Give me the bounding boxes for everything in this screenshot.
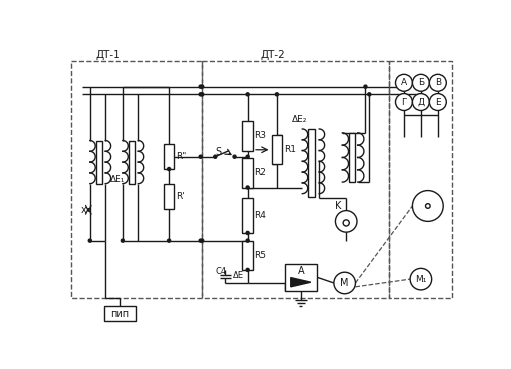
Bar: [129, 141, 135, 184]
Bar: [96, 141, 102, 184]
Bar: [72, 61, 202, 299]
Bar: [164, 144, 174, 169]
Circle shape: [168, 168, 171, 170]
Text: R4: R4: [254, 211, 266, 220]
Text: В: В: [435, 78, 441, 87]
Text: ΔE: ΔE: [233, 271, 244, 280]
Text: ДТ-2: ДТ-2: [261, 50, 286, 60]
Bar: [271, 135, 282, 165]
Circle shape: [201, 239, 204, 242]
Circle shape: [214, 155, 217, 158]
Bar: [202, 61, 388, 299]
Text: R5: R5: [254, 251, 267, 260]
Circle shape: [201, 85, 204, 88]
Text: Е: Е: [435, 97, 440, 107]
Text: Г: Г: [401, 97, 407, 107]
Circle shape: [246, 239, 249, 242]
Circle shape: [410, 268, 432, 290]
Polygon shape: [291, 277, 311, 287]
Circle shape: [246, 268, 249, 272]
Circle shape: [334, 272, 356, 294]
Circle shape: [199, 85, 202, 88]
Text: S: S: [215, 147, 221, 157]
Bar: [242, 198, 253, 233]
Circle shape: [364, 85, 367, 88]
Text: ДТ-1: ДТ-1: [95, 50, 120, 60]
Circle shape: [275, 93, 278, 96]
Text: x: x: [81, 205, 86, 215]
Circle shape: [396, 74, 412, 91]
Circle shape: [412, 94, 429, 110]
Text: ΔE₁: ΔE₁: [110, 175, 125, 183]
Circle shape: [412, 74, 429, 91]
Bar: [242, 241, 253, 270]
Circle shape: [343, 220, 350, 226]
Text: C4: C4: [215, 267, 226, 276]
Circle shape: [429, 74, 446, 91]
Text: K: K: [335, 201, 341, 211]
Text: пип: пип: [110, 309, 129, 319]
Text: R': R': [176, 192, 185, 201]
Text: R3: R3: [254, 131, 267, 141]
Circle shape: [199, 93, 202, 96]
Text: A: A: [297, 266, 304, 276]
Bar: [309, 129, 315, 197]
Text: М₁: М₁: [415, 275, 427, 284]
Circle shape: [429, 94, 446, 110]
Circle shape: [412, 190, 443, 221]
Circle shape: [168, 239, 171, 242]
Circle shape: [368, 93, 371, 96]
Circle shape: [88, 239, 91, 242]
Text: ΔE₂: ΔE₂: [292, 115, 308, 124]
Circle shape: [246, 155, 249, 158]
Text: Б: Б: [418, 78, 424, 87]
Bar: [242, 158, 253, 187]
Circle shape: [199, 155, 202, 158]
Text: R1: R1: [284, 145, 296, 154]
Bar: [104, 306, 136, 321]
Bar: [285, 264, 317, 291]
Circle shape: [233, 155, 236, 158]
Bar: [242, 121, 253, 151]
Circle shape: [426, 204, 430, 208]
Circle shape: [201, 93, 204, 96]
Circle shape: [246, 93, 249, 96]
Circle shape: [335, 211, 357, 232]
Text: R": R": [176, 152, 187, 161]
Text: R2: R2: [254, 168, 266, 177]
Bar: [349, 133, 355, 182]
Circle shape: [396, 94, 412, 110]
Bar: [388, 61, 452, 299]
Text: Д: Д: [417, 97, 425, 107]
Text: А: А: [401, 78, 407, 87]
Circle shape: [199, 239, 202, 242]
Circle shape: [246, 186, 249, 189]
Circle shape: [246, 231, 249, 234]
Bar: [164, 184, 174, 209]
Text: М: М: [340, 278, 349, 288]
Circle shape: [122, 239, 125, 242]
